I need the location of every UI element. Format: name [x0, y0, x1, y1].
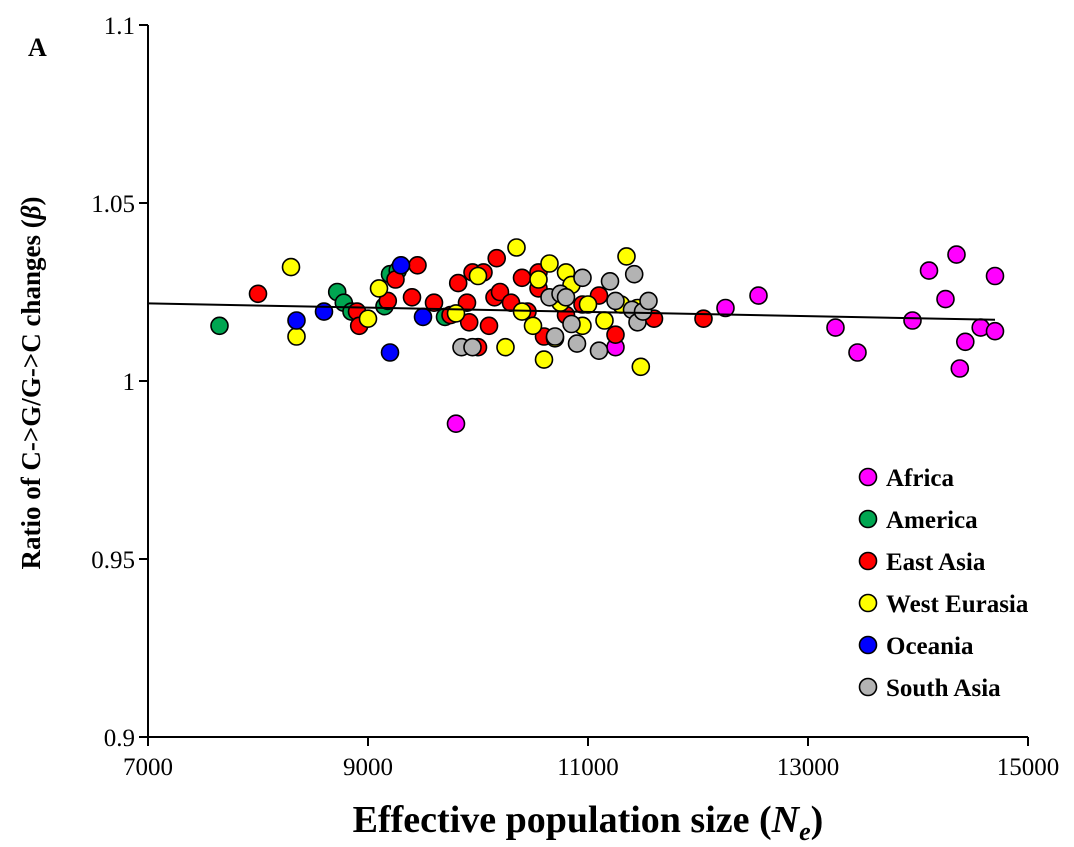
- data-point-west-eurasia: [540, 254, 559, 273]
- data-point-east-asia: [378, 291, 398, 311]
- data-point-west-eurasia: [523, 316, 543, 336]
- x-axis-label: Effective population size (Ne): [353, 799, 824, 846]
- panel-label: A: [28, 33, 47, 62]
- data-point-west-eurasia: [529, 270, 548, 289]
- data-point-africa: [446, 414, 466, 434]
- y-tick-label: 1.05: [91, 191, 135, 218]
- y-axis-label-text: Ratio of C->G/G->C changes (: [16, 219, 46, 569]
- data-point-east-asia: [606, 325, 625, 345]
- data-point-africa: [826, 318, 845, 337]
- data-point-oceania: [380, 343, 400, 362]
- legend-label: South Asia: [886, 675, 1001, 702]
- data-point-east-asia: [694, 309, 713, 329]
- x-tick-label: 15000: [997, 754, 1060, 781]
- x-axis-label-subscript: e: [799, 817, 811, 846]
- data-point-africa: [947, 245, 966, 264]
- data-point-africa: [985, 266, 1005, 286]
- data-point-east-asia: [448, 273, 468, 293]
- data-point-africa: [919, 261, 939, 280]
- data-point-west-eurasia: [595, 311, 614, 330]
- data-point-america: [210, 316, 229, 336]
- data-point-east-asia: [490, 282, 510, 302]
- data-point-west-eurasia: [369, 279, 389, 298]
- legend-label: East Asia: [886, 549, 986, 576]
- data-point-africa: [848, 343, 867, 362]
- axis-ticks: 7000 9000 11000 13000 15000 0.9 0.95 1 1.05 1.1: [91, 13, 1059, 781]
- data-point-east-asia: [424, 293, 444, 313]
- data-point-oceania: [413, 307, 433, 327]
- legend-label: Africa: [886, 465, 955, 492]
- data-points: [210, 238, 1005, 434]
- data-point-south-asia: [589, 341, 609, 361]
- y-tick-label: 1: [123, 369, 136, 396]
- x-tick-label: 13000: [777, 754, 840, 781]
- y-tick-label: 0.9: [104, 725, 135, 752]
- data-point-west-eurasia: [534, 350, 554, 369]
- data-point-africa: [903, 311, 922, 330]
- data-point-south-asia: [463, 337, 482, 357]
- legend-label: America: [886, 507, 978, 534]
- x-tick-label: 11000: [557, 754, 619, 781]
- data-point-south-asia: [639, 291, 658, 311]
- data-point-south-asia: [562, 314, 581, 334]
- data-point-africa: [955, 332, 975, 352]
- data-point-east-asia: [408, 255, 427, 275]
- x-axis-label-close: ): [811, 799, 824, 841]
- data-point-east-asia: [402, 287, 422, 307]
- x-tick-label: 9000: [343, 754, 393, 781]
- data-point-oceania: [391, 255, 411, 275]
- data-point-oceania: [287, 311, 306, 330]
- data-point-south-asia: [573, 268, 592, 288]
- data-point-east-asia: [459, 312, 479, 332]
- legend-marker: [858, 551, 878, 571]
- x-axis-label-symbol: N: [771, 799, 801, 841]
- legend-marker: [858, 677, 878, 697]
- legend-label: West Eurasia: [886, 591, 1029, 618]
- y-tick-label: 0.95: [91, 547, 135, 574]
- data-point-africa: [985, 321, 1005, 341]
- y-axis-label-symbol: β: [16, 205, 46, 220]
- data-point-africa: [716, 298, 735, 318]
- data-point-south-asia: [567, 334, 587, 353]
- legend-marker: [858, 593, 878, 613]
- legend-marker: [858, 635, 878, 655]
- x-tick-label: 7000: [123, 754, 173, 781]
- y-tick-label: 1.1: [104, 13, 135, 40]
- data-point-east-asia: [512, 268, 532, 288]
- data-point-east-asia: [487, 248, 507, 268]
- data-point-west-eurasia: [617, 247, 636, 266]
- data-point-west-eurasia: [287, 327, 306, 346]
- data-point-south-asia: [545, 327, 565, 346]
- data-point-africa: [749, 286, 768, 305]
- data-point-west-eurasia: [507, 238, 526, 257]
- data-point-south-asia: [606, 291, 625, 311]
- data-point-west-eurasia: [446, 304, 466, 323]
- data-point-south-asia: [600, 271, 620, 291]
- data-point-south-asia: [624, 264, 644, 284]
- legend-marker: [858, 509, 878, 529]
- data-point-east-asia: [248, 284, 268, 304]
- data-point-south-asia: [556, 287, 576, 307]
- trend-line: [147, 302, 996, 321]
- data-point-west-eurasia: [468, 266, 488, 286]
- y-axis-label: Ratio of C->G/G->C changes (β): [16, 196, 46, 569]
- x-axis-label-text: Effective population size (: [353, 799, 772, 841]
- legend-label: Oceania: [886, 633, 974, 660]
- legend: Africa America East Asia West Eurasia Oceani…: [858, 465, 1029, 702]
- data-point-oceania: [314, 302, 334, 321]
- y-axis-label-close: ): [16, 196, 46, 205]
- data-point-west-eurasia: [496, 337, 515, 357]
- legend-marker: [858, 467, 878, 487]
- data-point-west-eurasia: [281, 257, 301, 277]
- data-point-east-asia: [457, 293, 477, 313]
- data-point-africa: [950, 359, 970, 378]
- data-point-africa: [936, 289, 955, 309]
- data-point-west-eurasia: [578, 295, 598, 314]
- data-point-west-eurasia: [631, 357, 651, 377]
- data-point-east-asia: [479, 316, 499, 336]
- data-point-west-eurasia: [358, 309, 378, 329]
